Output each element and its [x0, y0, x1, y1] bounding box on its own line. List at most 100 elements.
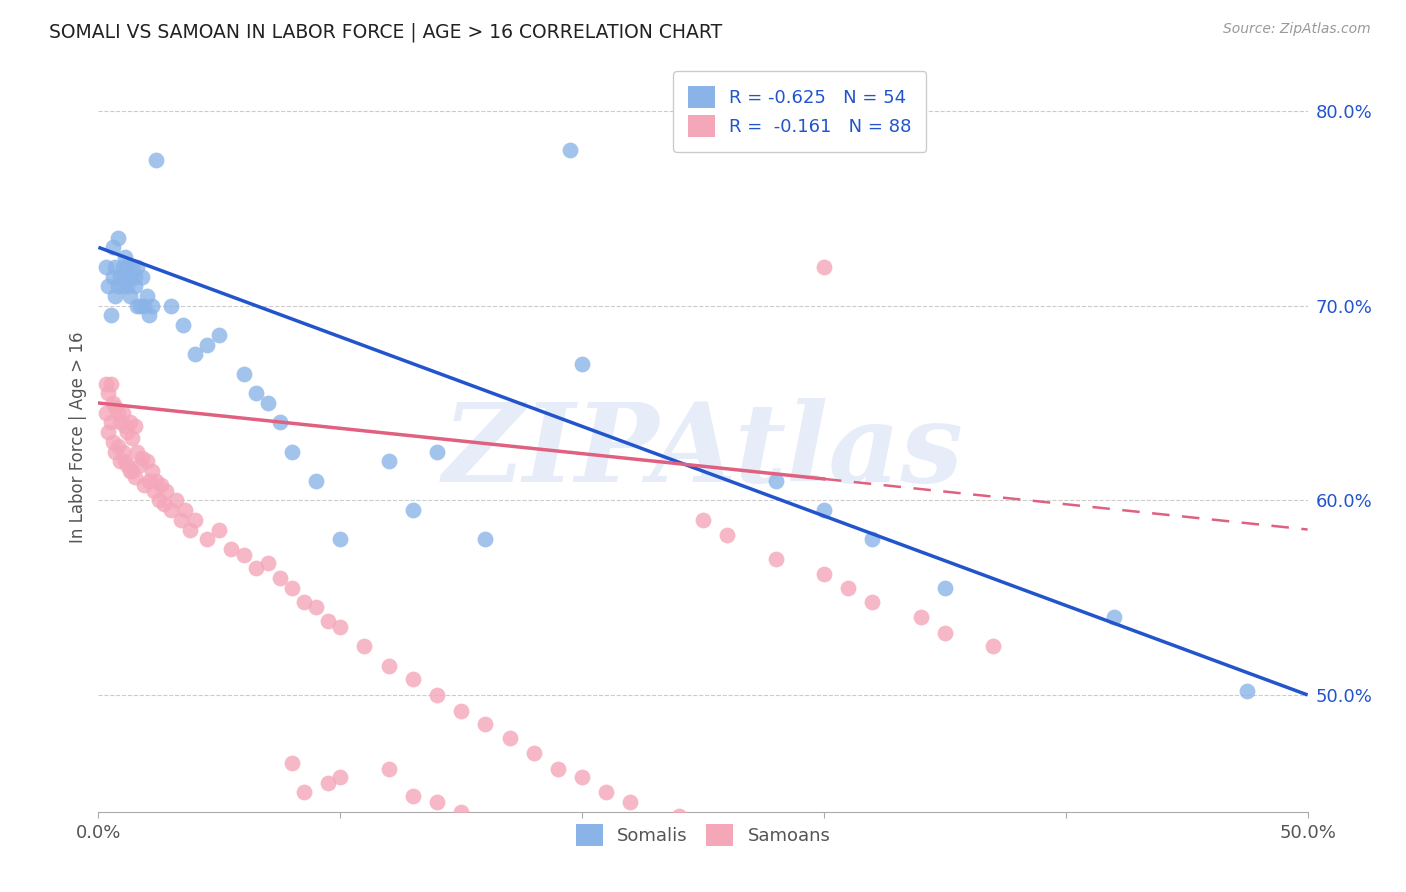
Point — [107, 230, 129, 244]
Point — [131, 269, 153, 284]
Point — [141, 299, 163, 313]
Point — [135, 289, 157, 303]
Point — [329, 620, 352, 634]
Point — [114, 419, 136, 434]
Point — [114, 250, 136, 264]
Point — [981, 640, 1004, 654]
Point — [150, 477, 173, 491]
Point — [165, 493, 187, 508]
Point — [716, 528, 738, 542]
Point — [160, 299, 183, 313]
Point — [138, 474, 160, 488]
Point — [329, 770, 352, 784]
Point — [107, 439, 129, 453]
Point — [232, 367, 254, 381]
Point — [498, 731, 520, 745]
Point — [108, 454, 131, 468]
Point — [111, 260, 134, 274]
Point — [292, 785, 315, 799]
Point — [104, 260, 127, 274]
Y-axis label: In Labor Force | Age > 16: In Labor Force | Age > 16 — [69, 331, 87, 543]
Point — [402, 789, 425, 804]
Point — [155, 483, 177, 498]
Point — [934, 625, 956, 640]
Point — [100, 309, 122, 323]
Point — [547, 762, 569, 776]
Point — [232, 548, 254, 562]
Point — [558, 143, 581, 157]
Point — [128, 458, 150, 473]
Point — [208, 327, 231, 342]
Point — [1102, 610, 1125, 624]
Point — [160, 503, 183, 517]
Point — [104, 289, 127, 303]
Point — [124, 269, 146, 284]
Point — [571, 357, 593, 371]
Point — [111, 406, 134, 420]
Point — [860, 533, 883, 547]
Point — [135, 454, 157, 468]
Point — [426, 444, 449, 458]
Point — [402, 673, 425, 687]
Point — [305, 600, 328, 615]
Point — [860, 594, 883, 608]
Point — [117, 260, 139, 274]
Point — [143, 483, 166, 498]
Text: Source: ZipAtlas.com: Source: ZipAtlas.com — [1223, 22, 1371, 37]
Point — [121, 431, 143, 445]
Point — [118, 289, 141, 303]
Point — [692, 513, 714, 527]
Point — [94, 406, 117, 420]
Point — [118, 464, 141, 478]
Point — [305, 474, 328, 488]
Point — [1236, 684, 1258, 698]
Point — [934, 581, 956, 595]
Point — [104, 400, 127, 414]
Point — [94, 260, 117, 274]
Point — [221, 541, 243, 556]
Point — [765, 474, 787, 488]
Point — [595, 785, 617, 799]
Point — [148, 493, 170, 508]
Point — [100, 376, 122, 391]
Point — [523, 747, 546, 761]
Point — [118, 269, 141, 284]
Point — [138, 309, 160, 323]
Point — [121, 260, 143, 274]
Point — [256, 556, 278, 570]
Point — [571, 770, 593, 784]
Point — [474, 533, 496, 547]
Point — [316, 775, 339, 789]
Point — [316, 614, 339, 628]
Point — [94, 376, 117, 391]
Point — [208, 523, 231, 537]
Point — [269, 416, 291, 430]
Point — [619, 795, 641, 809]
Point — [131, 450, 153, 465]
Point — [101, 396, 124, 410]
Point — [118, 416, 141, 430]
Point — [353, 640, 375, 654]
Point — [117, 425, 139, 440]
Point — [184, 513, 207, 527]
Point — [184, 347, 207, 361]
Point — [141, 464, 163, 478]
Point — [104, 444, 127, 458]
Point — [128, 299, 150, 313]
Point — [124, 419, 146, 434]
Point — [174, 503, 197, 517]
Point — [245, 561, 267, 575]
Point — [145, 474, 167, 488]
Point — [450, 805, 472, 819]
Point — [108, 416, 131, 430]
Point — [450, 704, 472, 718]
Point — [107, 279, 129, 293]
Point — [281, 756, 304, 770]
Point — [813, 567, 835, 582]
Point — [124, 470, 146, 484]
Point — [256, 396, 278, 410]
Point — [127, 299, 149, 313]
Point — [117, 279, 139, 293]
Point — [134, 477, 156, 491]
Point — [114, 454, 136, 468]
